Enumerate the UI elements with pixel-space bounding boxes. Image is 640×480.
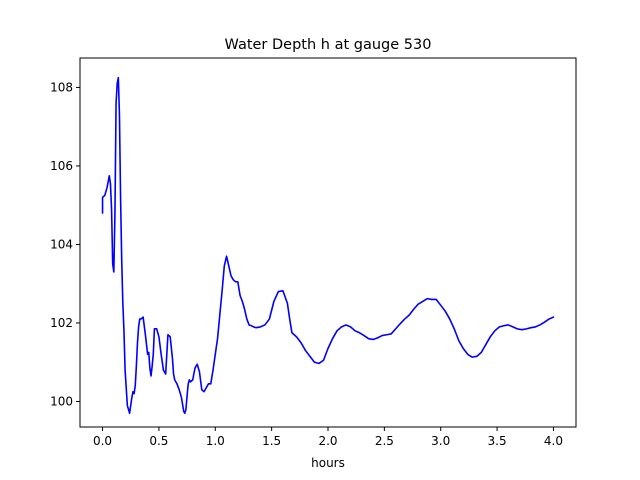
x-tick-label: 2.5: [375, 434, 394, 448]
x-axis-label: hours: [311, 456, 345, 470]
x-tick-label: 2.0: [318, 434, 337, 448]
y-tick-label: 100: [50, 394, 73, 408]
y-tick-label: 106: [50, 159, 73, 173]
x-tick-label: 3.5: [488, 434, 507, 448]
x-tick-label: 4.0: [544, 434, 563, 448]
y-tick-label: 108: [50, 80, 73, 94]
y-tick-label: 104: [50, 237, 73, 251]
x-tick-label: 1.5: [262, 434, 281, 448]
x-tick-label: 0.5: [149, 434, 168, 448]
y-tick-label: 102: [50, 316, 73, 330]
axes: 0.0 0.5 1.0 1.5 2.0 2.5 3.0 3.5 4.0 100 102 104 106 1…: [50, 57, 577, 448]
x-tick-label: 0.0: [93, 434, 112, 448]
plot-area: [101, 76, 555, 415]
series-line-1: [101, 76, 555, 415]
chart-title: Water Depth h at gauge 530: [225, 37, 432, 53]
x-tick-label: 3.0: [431, 434, 450, 448]
plot-frame: [79, 57, 577, 428]
x-tick-label: 1.0: [206, 434, 225, 448]
